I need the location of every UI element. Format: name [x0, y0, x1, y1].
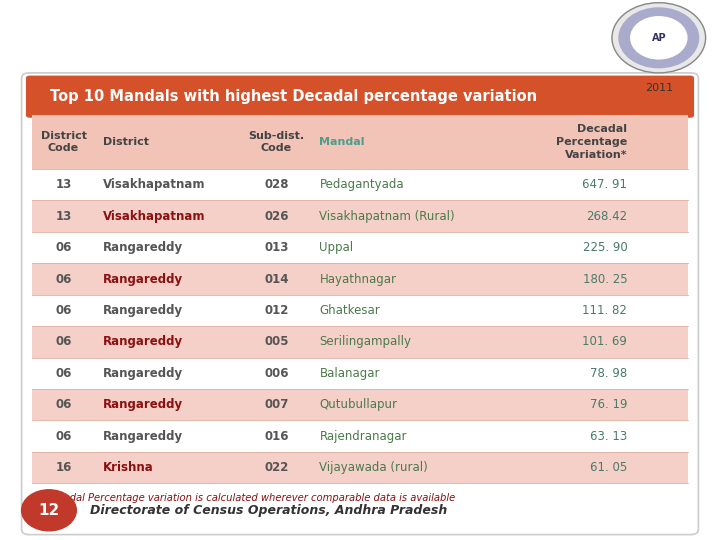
Text: 647. 91: 647. 91 — [582, 178, 627, 191]
Text: 006: 006 — [264, 367, 289, 380]
Text: 16: 16 — [55, 461, 72, 474]
Text: Top 10 Mandals with highest Decadal percentage variation: Top 10 Mandals with highest Decadal perc… — [50, 89, 538, 104]
Text: * Decadal Percentage variation is calculated wherever comparable data is availab: * Decadal Percentage variation is calcul… — [36, 493, 455, 503]
Text: 013: 013 — [264, 241, 289, 254]
FancyBboxPatch shape — [32, 452, 688, 483]
Text: Rangareddy: Rangareddy — [103, 304, 184, 317]
Text: District: District — [102, 137, 148, 147]
Text: Mandal: Mandal — [319, 137, 364, 147]
Text: 028: 028 — [264, 178, 289, 191]
Text: 014: 014 — [264, 273, 289, 286]
Text: AP: AP — [652, 33, 666, 43]
Text: 06: 06 — [55, 367, 72, 380]
Text: Balanagar: Balanagar — [320, 367, 380, 380]
Text: Rangareddy: Rangareddy — [103, 241, 184, 254]
Text: 06: 06 — [55, 273, 72, 286]
Text: Krishna: Krishna — [103, 461, 154, 474]
Text: Hayathnagar: Hayathnagar — [320, 273, 397, 286]
Text: Uppal: Uppal — [320, 241, 354, 254]
Text: 06: 06 — [55, 304, 72, 317]
Text: 06: 06 — [55, 335, 72, 348]
FancyBboxPatch shape — [32, 115, 688, 169]
Text: Visakhapatnam (Rural): Visakhapatnam (Rural) — [320, 210, 455, 222]
Text: Ghatkesar: Ghatkesar — [320, 304, 380, 317]
Text: 2011: 2011 — [644, 83, 673, 93]
FancyBboxPatch shape — [32, 264, 688, 295]
Text: Sub-dist.
Code: Sub-dist. Code — [248, 131, 305, 153]
Text: Decadal
Percentage
Variation*: Decadal Percentage Variation* — [556, 124, 627, 160]
Text: Rangareddy: Rangareddy — [103, 430, 184, 443]
Text: Rangareddy: Rangareddy — [103, 367, 184, 380]
Circle shape — [612, 3, 706, 73]
Text: 06: 06 — [55, 398, 72, 411]
Text: Qutubullapur: Qutubullapur — [320, 398, 397, 411]
FancyBboxPatch shape — [32, 200, 688, 232]
FancyBboxPatch shape — [32, 326, 688, 357]
Text: Pedagantyada: Pedagantyada — [320, 178, 404, 191]
Text: Serilingampally: Serilingampally — [320, 335, 411, 348]
Text: Rangareddy: Rangareddy — [103, 273, 184, 286]
Text: Directorate of Census Operations, Andhra Pradesh: Directorate of Census Operations, Andhra… — [90, 504, 447, 517]
Text: 225. 90: 225. 90 — [582, 241, 627, 254]
Text: Visakhapatnam: Visakhapatnam — [103, 210, 206, 222]
Text: 63. 13: 63. 13 — [590, 430, 627, 443]
FancyBboxPatch shape — [32, 295, 688, 326]
FancyBboxPatch shape — [32, 232, 688, 264]
Text: District
Code: District Code — [40, 131, 86, 153]
Text: Rajendranagar: Rajendranagar — [320, 430, 407, 443]
Text: 13: 13 — [55, 210, 72, 222]
Circle shape — [22, 490, 76, 531]
Circle shape — [619, 8, 698, 68]
Text: 06: 06 — [55, 430, 72, 443]
Text: 101. 69: 101. 69 — [582, 335, 627, 348]
FancyBboxPatch shape — [22, 73, 698, 535]
Text: 022: 022 — [264, 461, 289, 474]
Circle shape — [631, 17, 687, 59]
Text: 007: 007 — [264, 398, 289, 411]
Text: 61. 05: 61. 05 — [590, 461, 627, 474]
Text: 012: 012 — [264, 304, 289, 317]
Text: 78. 98: 78. 98 — [590, 367, 627, 380]
Text: 026: 026 — [264, 210, 289, 222]
FancyBboxPatch shape — [26, 76, 694, 118]
Text: 180. 25: 180. 25 — [582, 273, 627, 286]
Text: Visakhapatnam: Visakhapatnam — [103, 178, 206, 191]
Text: 111. 82: 111. 82 — [582, 304, 627, 317]
FancyBboxPatch shape — [32, 421, 688, 452]
Text: 12: 12 — [38, 503, 60, 518]
FancyBboxPatch shape — [32, 389, 688, 421]
Text: 268.42: 268.42 — [586, 210, 627, 222]
Text: 06: 06 — [55, 241, 72, 254]
Text: Rangareddy: Rangareddy — [103, 335, 184, 348]
Text: 13: 13 — [55, 178, 72, 191]
Text: 76. 19: 76. 19 — [590, 398, 627, 411]
FancyBboxPatch shape — [32, 357, 688, 389]
Text: Vijayawada (rural): Vijayawada (rural) — [320, 461, 428, 474]
FancyBboxPatch shape — [32, 169, 688, 200]
Text: 016: 016 — [264, 430, 289, 443]
Text: Rangareddy: Rangareddy — [103, 398, 184, 411]
Text: 005: 005 — [264, 335, 289, 348]
